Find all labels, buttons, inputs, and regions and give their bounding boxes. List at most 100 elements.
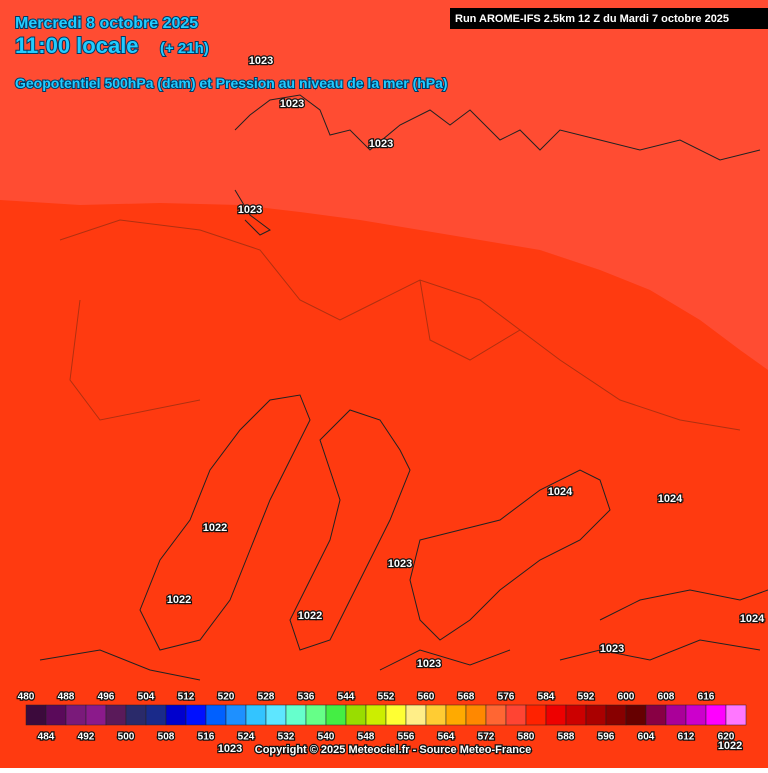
color-swatch [245,704,267,726]
color-swatch [505,704,527,726]
lead-time: (+ 21h) [160,40,209,57]
scale-label: 516 [198,732,215,743]
isobar-label: 1023 [238,204,262,216]
isobar-label: 1023 [218,743,242,755]
coastline [289,409,411,651]
scale-label: 488 [58,692,75,703]
isobar-label: 1024 [548,486,573,498]
isobar-label: 1023 [280,98,304,110]
color-swatch [205,704,227,726]
scale-label: 540 [318,732,335,743]
scale-label: 616 [698,692,715,703]
scale-label: 592 [578,692,595,703]
isobar-label: 1022 [203,522,227,534]
color-swatch [85,704,107,726]
scale-label: 556 [398,732,415,743]
color-swatch [465,704,487,726]
date: Mercredi 8 octobre 2025 [15,15,198,32]
color-swatch [185,704,207,726]
color-swatch [145,704,167,726]
scale-label: 496 [98,692,115,703]
scale-label: 524 [238,732,255,743]
scale-label: 596 [598,732,615,743]
color-swatch [705,704,727,726]
color-swatch [125,704,147,726]
color-swatch [625,704,647,726]
coastlines [39,94,768,681]
copyright: Copyright © 2025 Meteociel.fr - Source M… [255,744,531,756]
coastline [409,469,611,641]
color-swatch [425,704,447,726]
scale-label: 544 [338,692,355,703]
color-swatch [445,704,467,726]
coastline [139,394,311,651]
isobar-label: 1024 [658,493,683,505]
scale-label: 560 [418,692,435,703]
scale-label: 588 [558,732,575,743]
scale-label: 576 [498,692,515,703]
color-swatch [345,704,367,726]
color-swatch [305,704,327,726]
color-swatch [565,704,587,726]
scale-label: 620 [718,732,735,743]
color-swatch [45,704,67,726]
scale-label: 548 [358,732,375,743]
scale-label: 608 [658,692,675,703]
coastline [234,94,761,161]
color-swatch [325,704,347,726]
color-swatch [405,704,427,726]
coastline [234,189,271,236]
subtitle: Geopotentiel 500hPa (dam) et Pression au… [15,75,448,91]
color-swatch [605,704,627,726]
isobar-label: 1023 [417,658,441,670]
scale-label: 532 [278,732,295,743]
color-swatch [545,704,567,726]
time: 11:00 locale [15,33,139,58]
isobar-label: 1023 [369,138,393,150]
coastline [39,589,768,681]
color-swatch [665,704,687,726]
color-swatch [685,704,707,726]
scale-label: 504 [138,692,155,703]
color-swatch [645,704,667,726]
color-swatch [225,704,247,726]
color-swatch [725,704,747,726]
color-swatch [285,704,307,726]
scale-label: 552 [378,692,395,703]
scale-label: 520 [218,692,235,703]
scale-label: 508 [158,732,175,743]
color-swatch [525,704,547,726]
scale-label: 512 [178,692,195,703]
scale-label: 564 [438,732,455,743]
isobar-label: 1022 [718,740,742,752]
color-swatch [265,704,287,726]
color-swatch [485,704,507,726]
color-swatch [585,704,607,726]
color-swatch [365,704,387,726]
isobar-label: 1023 [388,558,412,570]
run-info: Run AROME-IFS 2.5km 12 Z du Mardi 7 octo… [455,13,729,25]
scale-label: 572 [478,732,495,743]
scale-label: 568 [458,692,475,703]
field-upper [0,0,768,370]
isobar-label: 1023 [249,55,273,67]
scale-label: 480 [18,692,35,703]
scale-label: 528 [258,692,275,703]
scale-label: 612 [678,732,695,743]
color-swatch [165,704,187,726]
color-swatch [385,704,407,726]
isobar-label: 1022 [167,594,191,606]
scale-label: 500 [118,732,135,743]
isobar-label: 1024 [740,613,765,625]
region-border [59,219,741,431]
scale-label: 580 [518,732,535,743]
isobar-label: 1023 [600,643,624,655]
run-banner [450,8,768,29]
scale-label: 484 [38,732,55,743]
isobar-label: 1022 [298,610,322,622]
scale-label: 584 [538,692,555,703]
scale-label: 536 [298,692,315,703]
color-swatch [65,704,87,726]
color-swatch [25,704,47,726]
